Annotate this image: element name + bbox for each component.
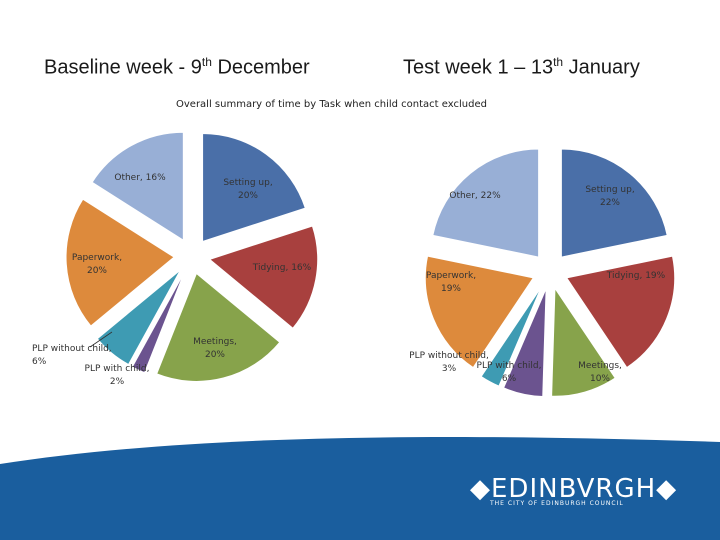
label-baseline-tidying: Tidying, 16% — [252, 263, 312, 273]
label-test-plp-without-child: PLP without child, 3% — [409, 351, 489, 374]
baseline-slice-other — [91, 131, 184, 242]
baseline-heading-prefix: Baseline week - 9 — [44, 56, 202, 79]
label-line: 20% — [87, 266, 107, 276]
label-line: PLP without child, — [409, 351, 489, 361]
label-line: Meetings, — [193, 337, 237, 347]
test-slice-tidying — [565, 255, 676, 369]
test-heading-sup: th — [553, 55, 564, 69]
label-line: Tidying, 16% — [252, 263, 312, 273]
label-line: PLP without child, — [32, 344, 112, 354]
test-pie-labels: Setting up, 22% Tidying, 19% Meetings, 10%… — [409, 185, 665, 384]
test-slice-plp-without-child — [480, 286, 542, 387]
baseline-heading-sup: th — [201, 55, 212, 69]
baseline-slice-paperwork — [65, 198, 175, 327]
baseline-slice-plp-without-child — [96, 269, 181, 366]
label-line: 19% — [441, 284, 461, 294]
test-slice-plp-with-child — [502, 288, 547, 398]
footer-wave — [0, 437, 720, 540]
test-heading-prefix: Test week 1 – 13 — [403, 56, 554, 79]
test-week-heading: Test week 1 – 13th January — [403, 55, 640, 80]
baseline-slice-meetings — [156, 272, 281, 382]
footer-wave-shape — [0, 437, 720, 540]
baseline-slice-tidying — [208, 225, 319, 329]
label-line: 20% — [205, 350, 225, 360]
edinburgh-logo: ◆EDINBVRGH◆ — [470, 474, 678, 504]
baseline-heading-suffix: December — [211, 56, 310, 79]
label-line: 2% — [110, 377, 125, 387]
label-baseline-paperwork: Paperwork, 20% — [72, 253, 122, 276]
label-line: 10% — [590, 374, 610, 384]
label-line: Other, 22% — [449, 191, 501, 201]
label-line: PLP with child, — [85, 364, 150, 374]
baseline-slice-plp-with-child — [131, 272, 185, 374]
label-test-meetings: Meetings, 10% — [578, 361, 622, 384]
label-test-other: Other, 22% — [449, 191, 501, 201]
label-line: Meetings, — [578, 361, 622, 371]
label-line: Setting up, — [585, 185, 634, 195]
test-pie — [424, 148, 676, 398]
label-line: 22% — [600, 198, 620, 208]
baseline-week-heading: Baseline week - 9th December — [44, 55, 310, 80]
label-line: Paperwork, — [426, 271, 476, 281]
label-baseline-plp-without-child: PLP without child, 6% — [32, 344, 112, 367]
test-slice-paperwork — [424, 255, 535, 369]
label-baseline-setting-up: Setting up, 20% — [223, 178, 272, 201]
baseline-pie — [65, 131, 319, 382]
label-line: 20% — [238, 191, 258, 201]
logo-name: EDINBVRGH — [491, 474, 657, 504]
test-slice-other — [432, 148, 540, 258]
baseline-pie-labels: Setting up, 20% Tidying, 16% Meetings, 20%… — [32, 173, 312, 387]
label-line: 6% — [502, 374, 517, 384]
label-line: Paperwork, — [72, 253, 122, 263]
label-line: 3% — [442, 364, 457, 374]
label-line: 6% — [32, 357, 47, 367]
logo-subtitle: THE CITY OF EDINBURGH COUNCIL — [490, 500, 624, 507]
test-slice-meetings — [551, 286, 616, 397]
label-test-plp-with-child: PLP with child, 6% — [477, 361, 542, 384]
baseline-slice-setting-up — [202, 132, 306, 243]
leader-line — [89, 331, 113, 348]
label-test-setting-up: Setting up, 22% — [585, 185, 634, 208]
label-baseline-meetings: Meetings, 20% — [193, 337, 237, 360]
label-line: Other, 16% — [114, 173, 166, 183]
label-test-paperwork: Paperwork, 19% — [426, 271, 476, 294]
label-baseline-other: Other, 16% — [114, 173, 166, 183]
summary-title: Overall summary of time by Task when chi… — [176, 99, 487, 110]
test-slice-setting-up — [560, 148, 668, 258]
pie-charts: Setting up, 20% Tidying, 16% Meetings, 20%… — [32, 131, 676, 398]
label-line: Setting up, — [223, 178, 272, 188]
label-line: Tidying, 19% — [606, 271, 666, 281]
label-baseline-plp-with-child: PLP with child, 2% — [85, 364, 150, 387]
label-test-tidying: Tidying, 19% — [606, 271, 666, 281]
test-heading-suffix: January — [563, 56, 640, 79]
label-line: PLP with child, — [477, 361, 542, 371]
